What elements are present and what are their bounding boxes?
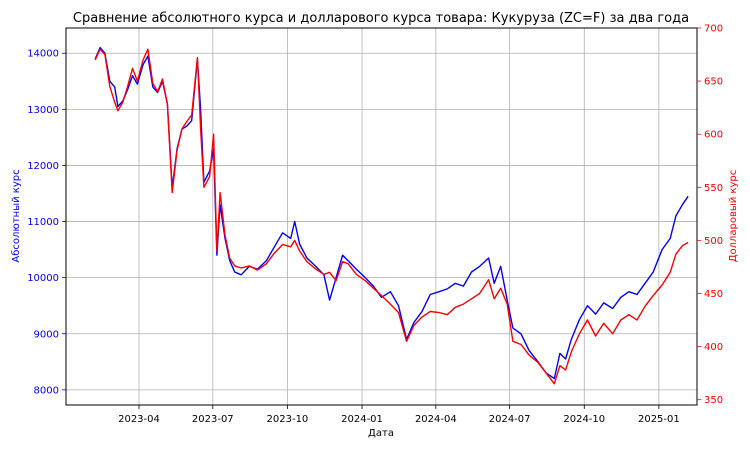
- grid: [66, 28, 697, 405]
- x-tick-label: 2024-04: [415, 414, 457, 425]
- y-right-tick-label: 400: [704, 342, 723, 353]
- x-tick-label: 2024-07: [489, 414, 531, 425]
- y-right-tick-label: 650: [704, 77, 723, 88]
- x-axis: 2023-04 2023-07 2023-10 2024-01 2024-04 2024-…: [118, 405, 680, 425]
- plot-frame: [65, 27, 698, 406]
- y-left-tick-label: 12000: [27, 161, 59, 172]
- y-left-tick-label: 13000: [27, 105, 59, 116]
- y-axis-left: 8000 9000 10000 11000 12000 13000 14000: [27, 49, 66, 396]
- y-left-tick-label: 8000: [34, 385, 59, 396]
- y-left-tick-label: 11000: [27, 217, 59, 228]
- y-right-tick-label: 500: [704, 236, 723, 247]
- y-axis-right-label: Долларовый курс: [728, 170, 739, 263]
- series-layer: [94, 46, 689, 385]
- y-left-tick-label: 14000: [27, 49, 59, 60]
- series-line-dollar-rate: [94, 48, 689, 385]
- x-axis-label: Дата: [368, 428, 394, 439]
- x-tick-label: 2025-01: [638, 414, 680, 425]
- y-right-tick-label: 600: [704, 130, 723, 141]
- x-tick-label: 2023-10: [267, 414, 309, 425]
- x-tick-label: 2023-04: [118, 414, 160, 425]
- y-right-tick-label: 550: [704, 183, 723, 194]
- y-axis-left-label: Абсолютный курс: [11, 169, 22, 262]
- y-right-tick-label: 350: [704, 395, 723, 406]
- chart-title: Сравнение абсолютного курса и долларовог…: [73, 11, 689, 26]
- x-tick-label: 2024-01: [341, 414, 383, 425]
- y-right-tick-label: 700: [704, 24, 723, 35]
- x-tick-label: 2024-10: [563, 414, 605, 425]
- y-right-tick-label: 450: [704, 289, 723, 300]
- y-left-tick-label: 9000: [34, 329, 59, 340]
- y-left-tick-label: 10000: [27, 273, 59, 284]
- y-axis-right: 350 400 450 500 550 600 650 700: [697, 24, 723, 406]
- x-tick-label: 2023-07: [192, 414, 234, 425]
